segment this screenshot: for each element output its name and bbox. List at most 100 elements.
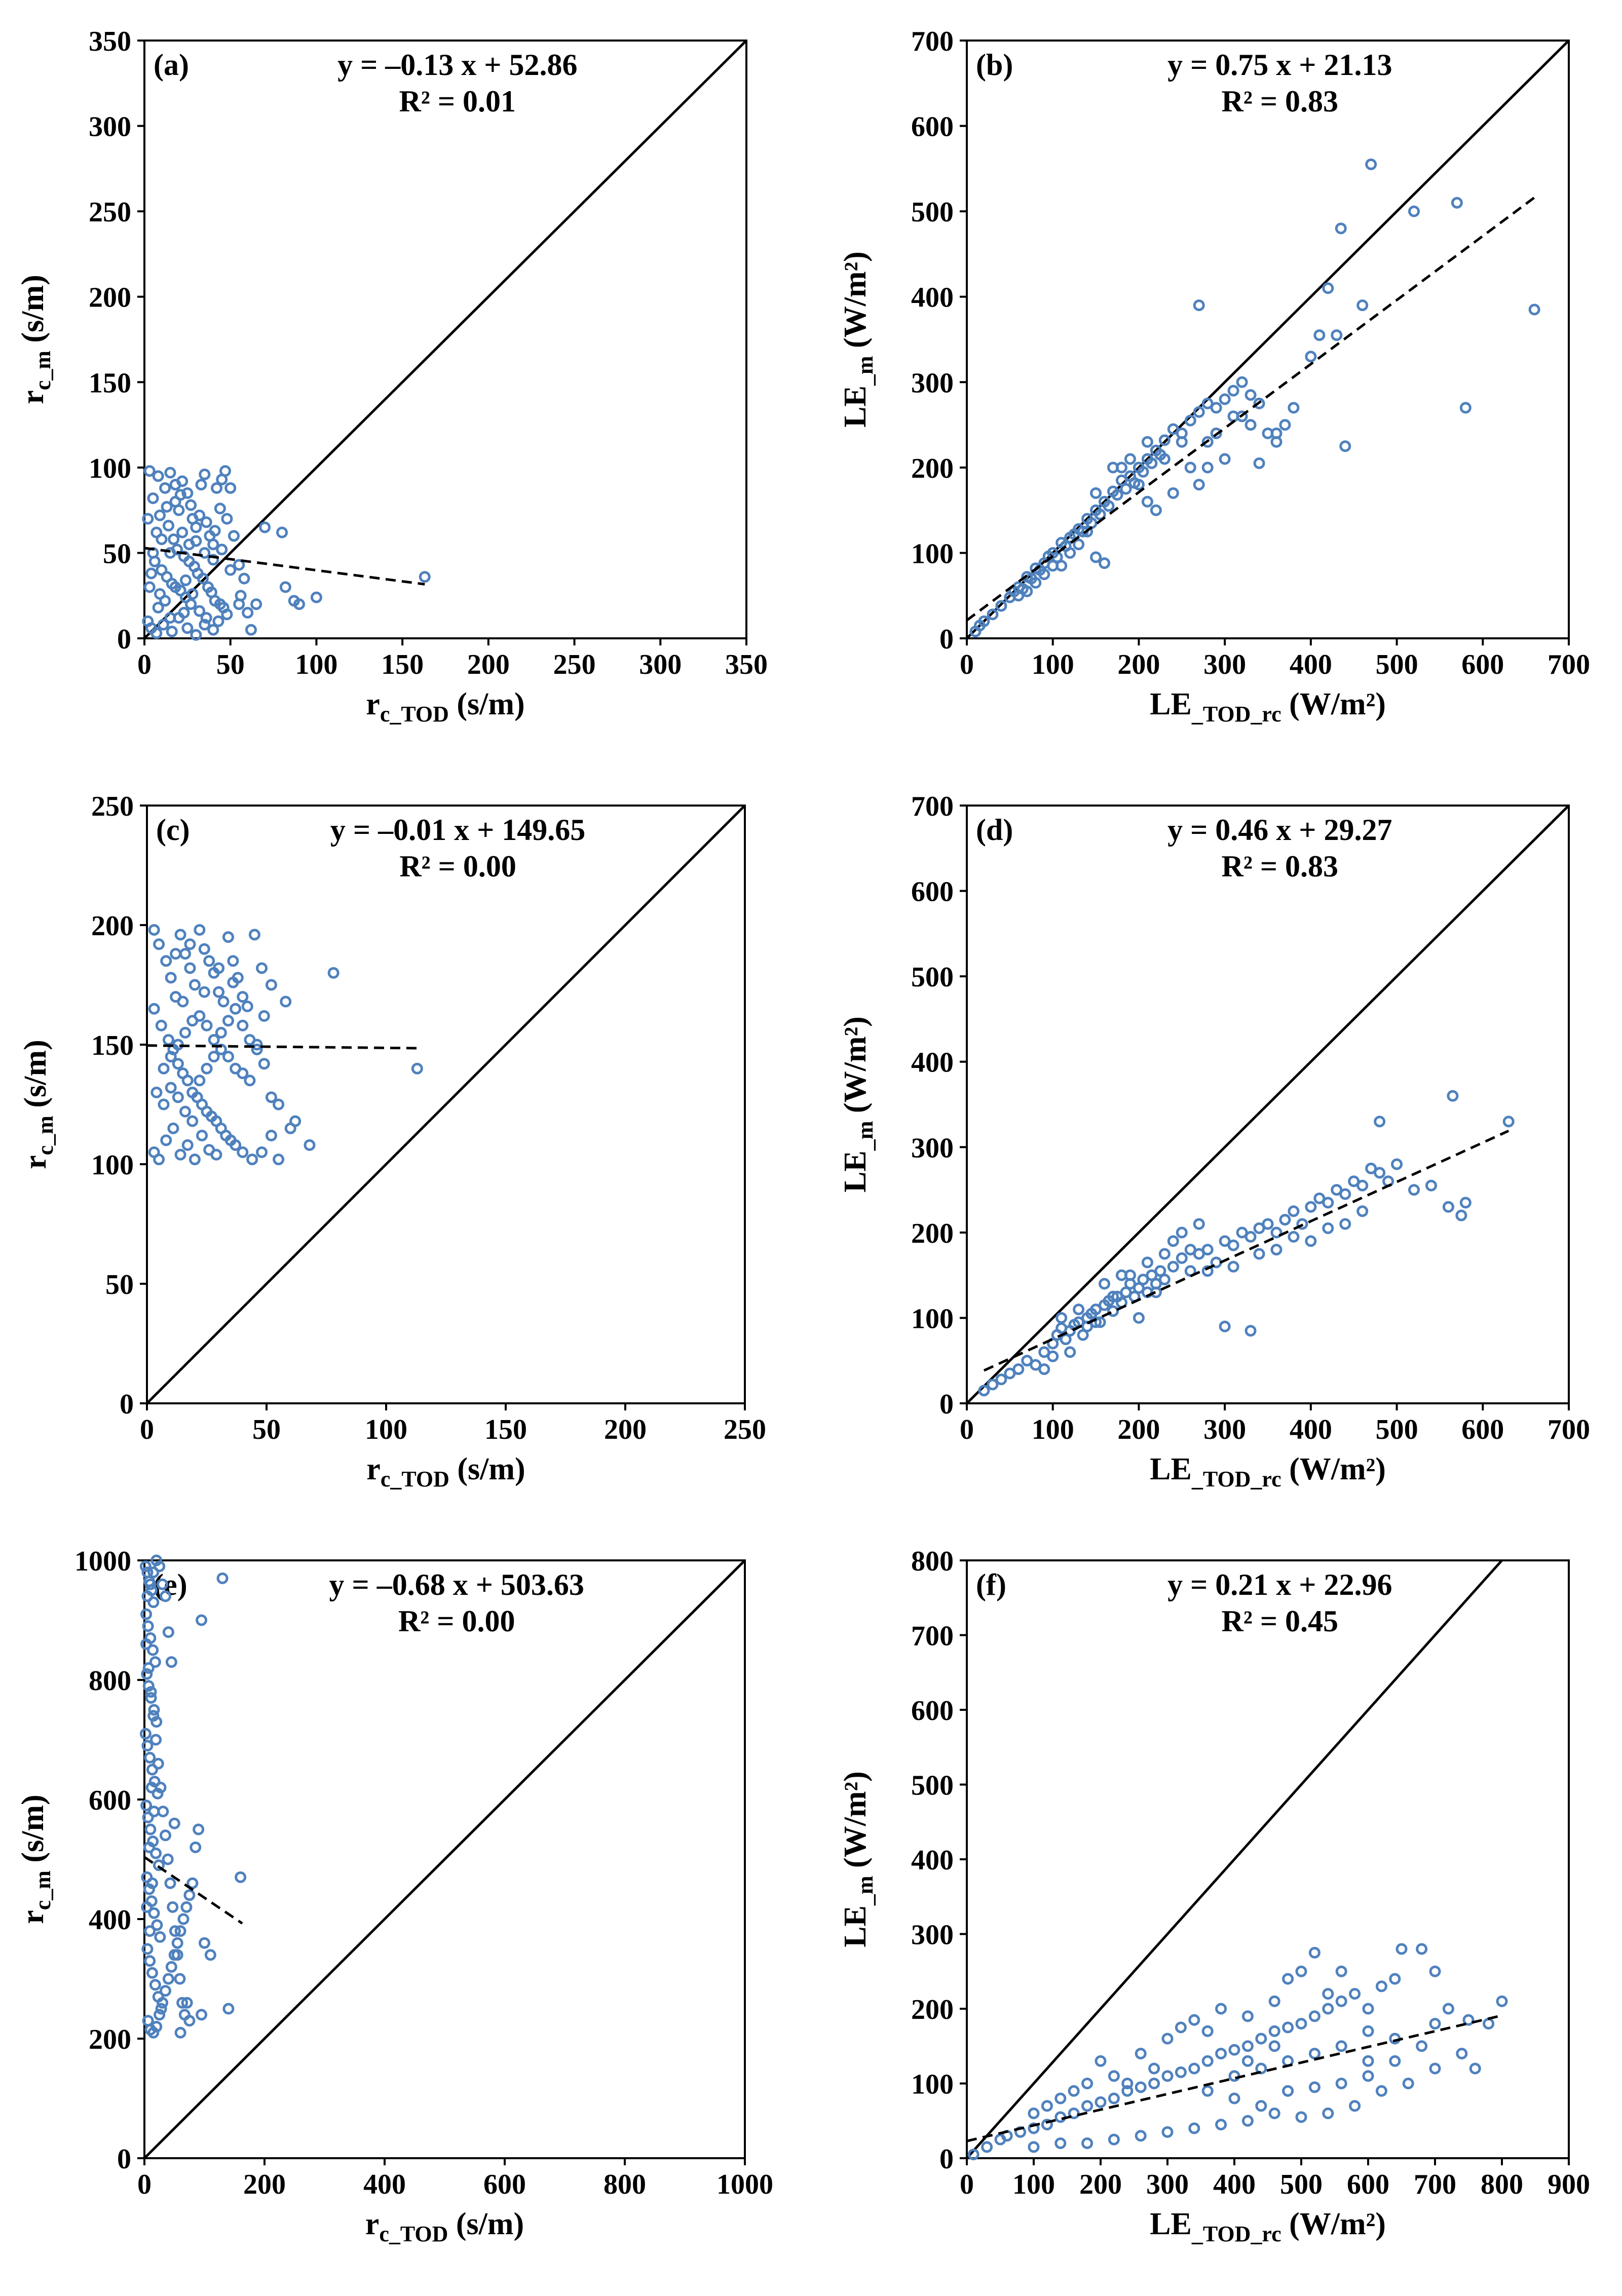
panel-e-one-to-one-line xyxy=(143,1559,746,2159)
panel-a-data-point xyxy=(224,564,237,576)
panel-c-ylabel: rc_m (s/m) xyxy=(18,1040,58,1169)
panel-d-data-point xyxy=(1502,1116,1515,1128)
panel-e-data-point xyxy=(145,1781,158,1793)
panel-e-data-point xyxy=(186,1877,199,1889)
panel-c-data-point xyxy=(186,1115,199,1127)
panel-e-y-tick-label: 0 xyxy=(117,2144,131,2175)
panel-e-data-point xyxy=(147,1644,159,1656)
panel-a-x-tick-label: 100 xyxy=(295,649,337,680)
panel-b-data-point xyxy=(1047,560,1059,572)
panel-f-data-point xyxy=(1135,2130,1147,2142)
panel-b-equation: y = 0.75 x + 21.13 xyxy=(1167,48,1392,82)
panel-f-data-point xyxy=(1095,2055,1107,2067)
panel-d-y-tick-label: 600 xyxy=(911,876,954,908)
panel-a-r2: R² = 0.01 xyxy=(399,85,516,118)
panel-a-data-point xyxy=(159,482,171,494)
panel-e-data-point xyxy=(216,1572,229,1584)
panel-f-ylabel-unit: (W/m²) xyxy=(838,1771,873,1876)
panel-c-ylabel-main: r xyxy=(18,1155,53,1169)
panel-e-data-point xyxy=(142,1811,154,1823)
panel-c-fit-line xyxy=(146,1044,418,1050)
panel-a-data-point xyxy=(178,606,190,619)
panel-b-data-point xyxy=(1227,385,1239,397)
panel-d-data-point xyxy=(987,1379,999,1391)
panel-b-x-tick-label: 400 xyxy=(1290,649,1332,680)
panel-e-data-point xyxy=(148,1704,160,1716)
panel-b-data-point xyxy=(1146,457,1158,469)
panel-b-data-point xyxy=(1094,509,1106,521)
panel-b-data-point xyxy=(1193,406,1205,418)
panel-a-data-point xyxy=(181,487,194,499)
panel-a-data-point xyxy=(207,539,219,551)
panel-a: (a) y = –0.13 x + 52.86 R² = 0.01 rc_TOD… xyxy=(16,26,768,726)
panel-d-data-point xyxy=(1391,1158,1403,1170)
panel-c-data-point xyxy=(179,1026,192,1039)
panel-b-data-point xyxy=(1111,489,1123,501)
panel-c-data-point xyxy=(179,1105,192,1118)
panel-b-plot-frame xyxy=(966,40,1570,639)
panel-c-data-point xyxy=(177,996,189,1008)
panel-f-x-tick-label: 100 xyxy=(1012,2169,1055,2200)
panel-b-data-point xyxy=(1288,402,1300,414)
panel-e-ylabel: rc_m (s/m) xyxy=(16,1794,55,1924)
panel-e-data-point xyxy=(141,1943,154,1955)
panel-e-data-point xyxy=(190,1841,202,1853)
panel-e-data-point xyxy=(155,2003,167,2015)
panel-d-data-point xyxy=(1270,1244,1282,1256)
panel-f-ylabel-main: LE xyxy=(838,1905,873,1947)
panel-e-data-point xyxy=(141,1590,154,1602)
panel-f-x-tick-label: 800 xyxy=(1481,2169,1523,2200)
panel-a-xlabel-sub: c_TOD xyxy=(380,702,449,726)
panel-e-data-point xyxy=(204,1949,216,1961)
panel-b-y-tick-label: 400 xyxy=(911,282,954,314)
panel-d-data-point xyxy=(1107,1305,1119,1317)
panel-b-data-point xyxy=(1451,197,1463,209)
panel-a-data-point xyxy=(185,598,197,610)
panel-b-data-point xyxy=(1090,551,1102,563)
panel-c-data-point xyxy=(194,1010,206,1022)
panel-d-data-point xyxy=(1055,1312,1068,1324)
panel-f-data-point xyxy=(1041,2100,1053,2112)
panel-a-ylabel: rc_m (s/m) xyxy=(16,275,55,404)
panel-d-data-point xyxy=(1193,1218,1205,1230)
panel-e-xlabel-sub: c_TOD xyxy=(379,2222,448,2246)
panel-b-data-point xyxy=(1279,419,1291,431)
panel-a-xlabel-main: r xyxy=(366,687,380,721)
panel-b-data-point xyxy=(1201,436,1214,448)
panel-d-data-point xyxy=(1279,1214,1291,1226)
panel-f-r2: R² = 0.45 xyxy=(1222,1604,1339,1638)
panel-a-data-point xyxy=(214,503,226,515)
panel-f-data-point xyxy=(1028,2122,1040,2134)
panel-e-x-tick-label: 800 xyxy=(603,2169,646,2200)
panel-d-y-tick-label: 0 xyxy=(939,1389,954,1420)
panel-b-r2: R² = 0.83 xyxy=(1222,85,1339,118)
panel-a-data-point xyxy=(152,470,164,482)
panel-f-data-point xyxy=(1402,2078,1414,2089)
panel-b-ylabel-main: LE xyxy=(838,386,873,428)
panel-c-label: (c) xyxy=(156,813,190,847)
panel-f-data-point xyxy=(1429,2018,1441,2030)
panel-e-data-point xyxy=(235,1871,247,1883)
panel-d-data-point xyxy=(1064,1346,1076,1358)
panel-c-data-point xyxy=(153,1154,165,1166)
panel-b-data-point xyxy=(1201,397,1214,409)
panel-f-data-point xyxy=(1362,2003,1374,2015)
panel-a-data-point xyxy=(199,468,211,480)
panel-f-data-point xyxy=(1349,2100,1361,2112)
panel-f-data-point xyxy=(1215,2119,1227,2131)
panel-d-x-tick-label: 100 xyxy=(1032,1414,1074,1445)
panel-a-data-point xyxy=(233,559,245,571)
panel-d-y-tick-label: 300 xyxy=(911,1132,954,1164)
panel-f-data-point xyxy=(1188,2062,1200,2075)
panel-c-data-point xyxy=(273,1098,285,1111)
panel-d-data-point xyxy=(1348,1175,1360,1188)
panel-e-data-point xyxy=(165,1961,177,1973)
panel-f-x-tick-label: 300 xyxy=(1146,2169,1189,2200)
panel-b-data-point xyxy=(1210,402,1222,414)
panel-c-data-point xyxy=(289,1115,301,1127)
panel-b-one-to-one-line xyxy=(966,40,1570,639)
panel-d-data-point xyxy=(1146,1269,1158,1281)
panel-f-data-point xyxy=(1335,2040,1347,2052)
panel-e-data-point xyxy=(149,1979,161,1991)
panel-f-data-point xyxy=(1108,2133,1120,2146)
